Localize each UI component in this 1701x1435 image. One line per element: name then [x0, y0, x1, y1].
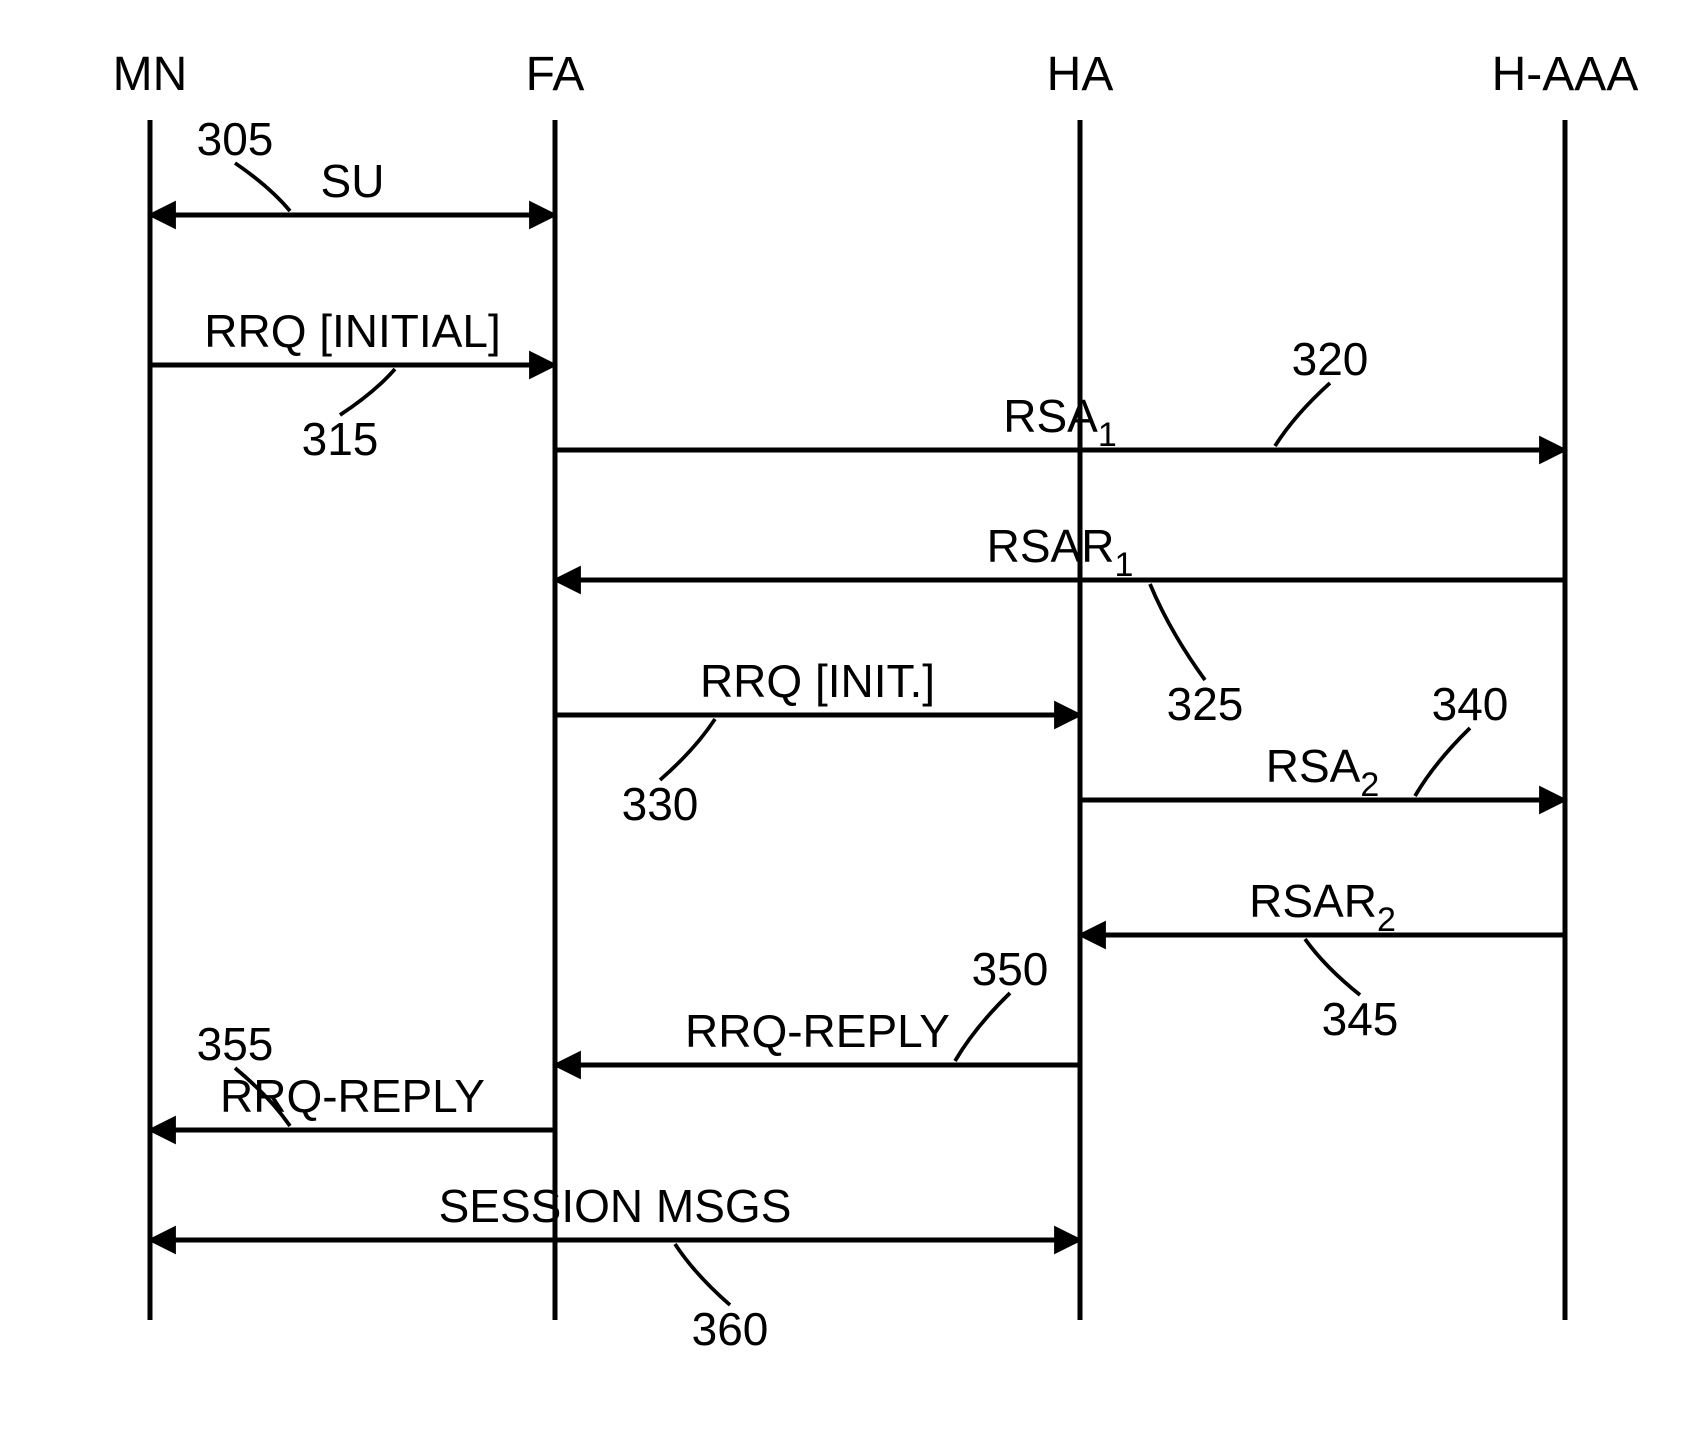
sequence-diagram: MN FA HA H-AAA SU 305 RRQ [INITIAL] 315 RSA1 320 R… [0, 0, 1701, 1435]
message-label-rrq-initial: RRQ [INITIAL] [204, 305, 500, 357]
sequence-diagram-svg: MN FA HA H-AAA SU 305 RRQ [INITIAL] 315 RSA1 320 R… [0, 0, 1701, 1435]
ref-number-su: 305 [197, 113, 274, 165]
ref-leader-rrq-initial [340, 369, 395, 415]
message-label-rsar2: RSAR2 [1249, 875, 1396, 939]
ref-leader-su [235, 163, 290, 211]
message-label-rsar1: RSAR1 [987, 520, 1134, 584]
ref-leader-session [675, 1244, 730, 1305]
actor-label-ha: HA [1047, 48, 1114, 101]
message-label-rsa1: RSA1 [1003, 390, 1117, 454]
ref-number-rrq-reply1: 350 [972, 943, 1049, 995]
actor-label-fa: FA [526, 48, 585, 101]
ref-leader-rsar2 [1305, 939, 1360, 995]
ref-number-rsa1: 320 [1292, 333, 1369, 385]
ref-leader-rrq-reply1 [955, 993, 1010, 1061]
ref-number-rsar2: 345 [1322, 993, 1399, 1045]
ref-number-rsar1: 325 [1167, 678, 1244, 730]
message-label-su: SU [321, 155, 385, 207]
ref-number-rsa2: 340 [1432, 678, 1509, 730]
message-label-rrq-reply1: RRQ-REPLY [685, 1005, 950, 1057]
ref-number-rrq-initial: 315 [302, 413, 379, 465]
message-label-rsa2: RSA2 [1266, 740, 1380, 804]
ref-leader-rsa1 [1275, 383, 1330, 446]
actor-label-mn: MN [113, 48, 188, 101]
ref-number-session: 360 [692, 1303, 769, 1355]
ref-number-rrq-reply2: 355 [197, 1018, 274, 1070]
message-label-rrq-init2: RRQ [INIT.] [700, 655, 935, 707]
actor-label-h-aaa: H-AAA [1492, 48, 1639, 101]
message-label-session: SESSION MSGS [439, 1180, 792, 1232]
ref-number-rrq-init2: 330 [622, 778, 699, 830]
ref-leader-rrq-init2 [660, 719, 715, 780]
ref-leader-rsar1 [1150, 584, 1205, 680]
message-label-rrq-reply2: RRQ-REPLY [220, 1070, 485, 1122]
ref-leader-rsa2 [1415, 728, 1470, 796]
